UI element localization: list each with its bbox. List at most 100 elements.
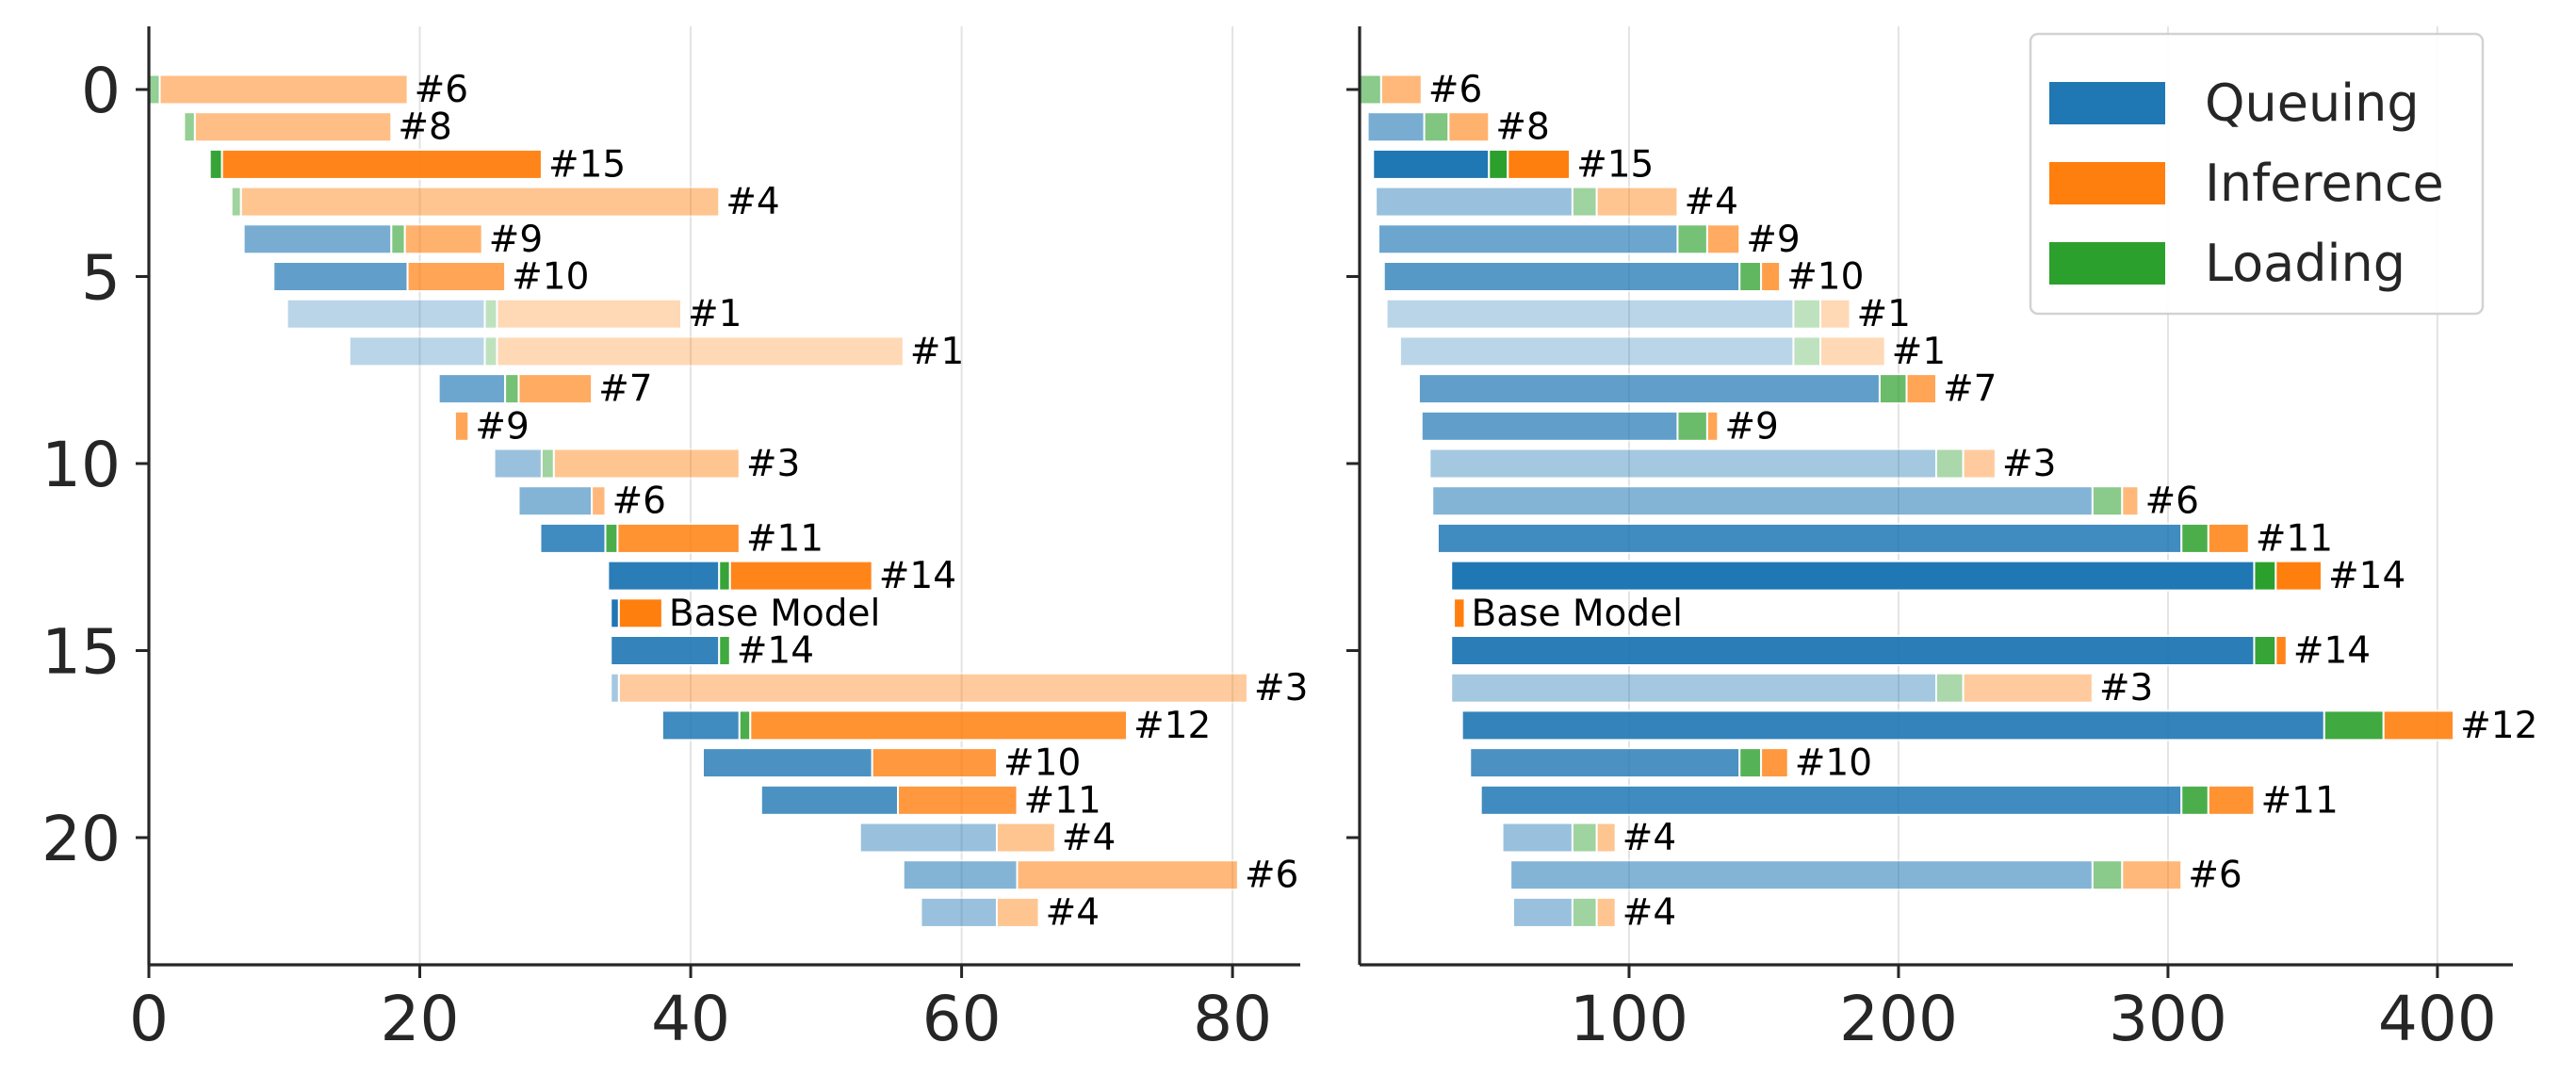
- bar-label: #4: [1622, 817, 1677, 859]
- y-tick-label: 5: [81, 242, 121, 315]
- inference-segment: [2274, 635, 2288, 666]
- legend-label: Loading: [2205, 234, 2405, 293]
- loading-segment: [1571, 186, 1598, 218]
- loading-segment: [2323, 709, 2385, 742]
- bar-label: #7: [1943, 368, 1997, 411]
- inference-segment: [239, 186, 721, 218]
- queuing-segment: [902, 859, 1019, 891]
- loading-segment: [483, 335, 498, 367]
- bars: [148, 73, 1248, 928]
- queuing-segment: [517, 485, 594, 517]
- bar-row-21: [902, 859, 1239, 891]
- chart-legend: Queuing Inference Loading: [2029, 32, 2485, 316]
- bar-row-12: [1436, 522, 2250, 554]
- loading-segment: [1571, 822, 1598, 854]
- bar-label: #11: [2256, 517, 2333, 560]
- inference-segment: [616, 522, 741, 554]
- bar-row-21: [1509, 859, 2183, 891]
- queuing-segment: [701, 747, 873, 779]
- bar-label: #14: [737, 630, 814, 673]
- loading-segment: [1571, 896, 1598, 928]
- bar-label: #11: [2260, 779, 2338, 822]
- bar-row-2: [208, 148, 543, 180]
- loading-segment: [2091, 859, 2124, 891]
- bar-row-10: [493, 448, 741, 480]
- bar-row-13: [607, 560, 873, 592]
- bar-row-19: [759, 784, 1019, 816]
- bar-row-0: [1359, 73, 1423, 106]
- inference-segment: [617, 597, 663, 629]
- bar-label: #9: [1746, 219, 1801, 261]
- queuing-segment: [610, 635, 721, 666]
- queuing-segment: [1398, 335, 1795, 367]
- x-tick-label: 80: [1193, 983, 1272, 1055]
- queuing-segment: [539, 522, 607, 554]
- x-tick-label: 300: [2109, 983, 2227, 1055]
- bar-label: #4: [1622, 891, 1677, 934]
- bar-row-14: [1453, 597, 1466, 629]
- loading-segment: [1676, 410, 1708, 442]
- inference-segment: [749, 709, 1128, 742]
- inference-segment: [158, 73, 409, 106]
- bar-row-14: [610, 597, 663, 629]
- queuing-segment: [1509, 859, 2094, 891]
- bar-row-10: [1428, 448, 1997, 480]
- queuing-segment: [858, 822, 998, 854]
- bar-row-6: [1385, 298, 1851, 330]
- inference-segment: [1962, 672, 2094, 704]
- x-tick-label: 60: [922, 983, 1002, 1055]
- bar-label: Base Model: [1472, 593, 1683, 635]
- y-tick-label: 20: [41, 803, 121, 875]
- bar-label: Base Model: [669, 593, 880, 635]
- inference-segment: [1595, 186, 1679, 218]
- bar-label: #11: [746, 517, 823, 560]
- inference-segment: [2274, 560, 2323, 592]
- bar-label: #3: [2002, 443, 2057, 485]
- legend-swatch: [2049, 82, 2165, 124]
- inference-segment: [517, 373, 594, 405]
- loading-segment: [483, 298, 498, 330]
- loading-segment: [1738, 261, 1763, 292]
- bar-row-9: [453, 410, 470, 442]
- queuing-segment: [1501, 822, 1573, 854]
- queuing-segment: [1469, 747, 1741, 779]
- bar-label: #8: [398, 106, 452, 149]
- x-tick-label: 400: [2378, 983, 2497, 1055]
- bar-label: #1: [1856, 293, 1911, 335]
- bar-row-0: [148, 73, 409, 106]
- queuing-segment: [1420, 410, 1679, 442]
- loading-segment: [504, 373, 520, 405]
- queuing-segment: [285, 298, 486, 330]
- bar-row-11: [517, 485, 607, 517]
- y-tick-label: 15: [41, 616, 121, 689]
- inference-segment: [1705, 223, 1741, 255]
- y-tick-label: 10: [41, 429, 121, 501]
- queuing-segment: [272, 261, 409, 292]
- loading-segment: [1935, 448, 1965, 480]
- loading-segment: [540, 448, 555, 480]
- queuing-segment: [1450, 672, 1937, 704]
- loading-segment: [2253, 635, 2277, 666]
- bar-label: #1: [910, 331, 965, 373]
- bar-label: #10: [512, 256, 589, 299]
- inference-segment: [1016, 859, 1239, 891]
- bar-row-22: [1512, 896, 1617, 928]
- bar-label: #9: [489, 219, 544, 261]
- bar-row-5: [1382, 261, 1782, 292]
- bar-row-20: [1501, 822, 1617, 854]
- bar-row-2: [1372, 148, 1572, 180]
- bar-row-12: [539, 522, 741, 554]
- loading-segment: [230, 186, 242, 218]
- inference-segment: [871, 747, 998, 779]
- bar-row-19: [1479, 784, 2256, 816]
- queuing-segment: [1450, 635, 2256, 666]
- loading-segment: [1423, 111, 1450, 143]
- inference-segment: [591, 485, 607, 517]
- bar-label: #1: [1892, 331, 1947, 373]
- queuing-segment: [242, 223, 393, 255]
- loading-segment: [208, 148, 223, 180]
- bar-label: #1: [688, 293, 742, 335]
- x-tick-label: 20: [381, 983, 460, 1055]
